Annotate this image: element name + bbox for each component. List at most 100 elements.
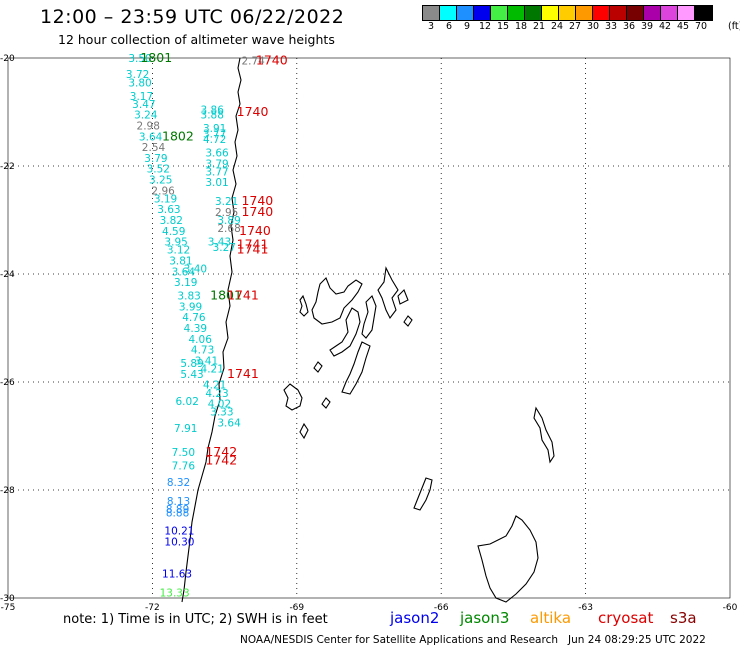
legend-swatch <box>508 6 525 20</box>
wave-height-label: 3.79 <box>205 158 228 170</box>
lat-lon-grid: -75 -72 -69 -66 -63 -60 -20 -22 -24 -26 -28 -30 <box>0 54 738 613</box>
legend-swatch <box>491 6 508 20</box>
wave-height-label: 4.21 <box>201 364 224 376</box>
wave-height-label: 13.33 <box>160 588 190 600</box>
wave-height-label: 8.88 <box>166 508 189 520</box>
wave-height-label: 3.64 <box>172 266 196 278</box>
wave-height-label: 2.54 <box>142 142 166 154</box>
legend-label: 3 <box>427 21 435 32</box>
wave-height-label: 4.73 <box>191 345 214 357</box>
wave-height-label: 3.64 <box>217 418 241 430</box>
pass-time-label: 1801 <box>210 288 242 303</box>
wave-height-label: 3.81 <box>169 256 192 268</box>
wave-height-label: 3.66 <box>205 148 229 160</box>
lat-tick-label: -26 <box>0 378 15 388</box>
legend-label: 21 <box>532 21 546 32</box>
pass-time-label: 1741 <box>227 366 259 381</box>
legend-swatch <box>440 6 457 20</box>
lat-tick-label: -20 <box>0 54 15 64</box>
legend-swatch <box>457 6 474 20</box>
generated-timestamp: Jun 24 08:29:25 UTC 2022 <box>568 634 706 646</box>
wave-height-label: 8.13 <box>167 496 190 508</box>
pass-time-label: 1741 <box>237 236 269 251</box>
wave-height-label: 8.89 <box>166 504 189 516</box>
lon-tick-label: -75 <box>1 603 16 613</box>
wave-height-label: 3.47 <box>132 99 155 111</box>
legend-label: 45 <box>676 21 690 32</box>
legend-swatch <box>627 6 644 20</box>
south-america-coastline <box>181 57 242 603</box>
satellite-s3a: s3a <box>670 609 697 627</box>
wave-height-label: 10.30 <box>164 536 194 548</box>
legend-swatch <box>695 6 712 20</box>
wave-height-label: 3.41 <box>195 355 218 367</box>
legend-swatch <box>593 6 610 20</box>
legend-label: 42 <box>658 21 672 32</box>
legend-swatch <box>644 6 661 20</box>
pass-time-label: 1741 <box>227 288 259 303</box>
wave-height-label: 3.83 <box>177 291 200 303</box>
wave-height-label: 3.52 <box>147 164 170 176</box>
wave-height-label: 2.74 <box>241 56 265 68</box>
wave-height-label: 3.86 <box>201 104 225 116</box>
wave-height-label: 7.76 <box>172 461 196 473</box>
wave-height-label: 2.68 <box>217 223 240 235</box>
footnote: note: 1) Time is in UTC; 2) SWH is in fe… <box>63 612 328 627</box>
wave-height-label: 3.79 <box>144 153 167 165</box>
wave-height-label: 4.59 <box>162 226 185 238</box>
wave-height-label: 3.82 <box>160 215 183 227</box>
legend-swatch <box>474 6 491 20</box>
coastline-islands <box>283 266 555 603</box>
wave-height-label: 3.80 <box>128 77 151 89</box>
legend-unit: (ft) <box>728 21 740 32</box>
legend-label: 9 <box>463 21 471 32</box>
wave-height-label: 3.17 <box>130 91 153 103</box>
legend-label: 36 <box>622 21 636 32</box>
satellite-jason2: jason2 <box>390 609 440 627</box>
wave-height-label: 3.95 <box>164 237 187 249</box>
pass-time-label: 1742 <box>205 444 237 459</box>
pass-time-label: 1740 <box>256 53 288 68</box>
wave-height-label: 3.77 <box>203 129 226 141</box>
legend-swatch <box>423 6 440 20</box>
wave-height-label: 3.43 <box>208 237 231 249</box>
legend-swatch <box>661 6 678 20</box>
wave-height-label: 3.99 <box>179 301 202 313</box>
wave-height-label: 3.12 <box>167 245 190 257</box>
pass-time-label: 1740 <box>241 204 273 219</box>
wave-height-label: 3.64 <box>139 131 163 143</box>
wave-height-label: 4.76 <box>182 312 206 324</box>
legend-swatch <box>542 6 559 20</box>
wave-height-label: 4.23 <box>205 388 228 400</box>
wave-height-label: 3.25 <box>149 175 172 187</box>
lon-tick-label: -63 <box>578 603 593 613</box>
legend-label: 33 <box>604 21 618 32</box>
legend-label: 12 <box>478 21 492 32</box>
satellite-altika: altika <box>530 609 572 627</box>
wave-height-label: 3.50 <box>128 53 151 65</box>
lon-tick-label: -72 <box>145 603 160 613</box>
wave-height-label: 5.89 <box>180 358 203 370</box>
wave-height-label: 3.19 <box>154 193 177 205</box>
wave-height-label: 3.40 <box>184 264 207 276</box>
pass-time-label: 1801 <box>140 50 172 65</box>
wave-height-label: 3.77 <box>205 166 228 178</box>
wave-height-label: 4.39 <box>184 323 207 335</box>
wave-height-label: 10.21 <box>164 526 194 538</box>
page-title: 12:00 – 23:59 UTC 06/22/2022 <box>40 6 345 28</box>
wave-height-label: 4.21 <box>203 380 226 392</box>
pass-time-label: 1742 <box>205 452 237 467</box>
lon-tick-label: -60 <box>723 603 738 613</box>
wave-height-label: 4.72 <box>203 134 226 146</box>
wave-height-label: 3.27 <box>213 242 236 254</box>
wave-height-label: 7.50 <box>172 447 195 459</box>
page-subtitle: 12 hour collection of altimeter wave hei… <box>58 32 335 47</box>
wave-height-label: 2.98 <box>137 121 160 133</box>
pass-time-label: 1802 <box>162 128 194 143</box>
wave-height-label: 3.24 <box>134 110 158 122</box>
lat-tick-label: -28 <box>0 486 15 496</box>
satellite-jason3: jason3 <box>460 609 510 627</box>
wave-height-label: 6.02 <box>176 396 199 408</box>
wave-height-label: 3.21 <box>215 196 238 208</box>
